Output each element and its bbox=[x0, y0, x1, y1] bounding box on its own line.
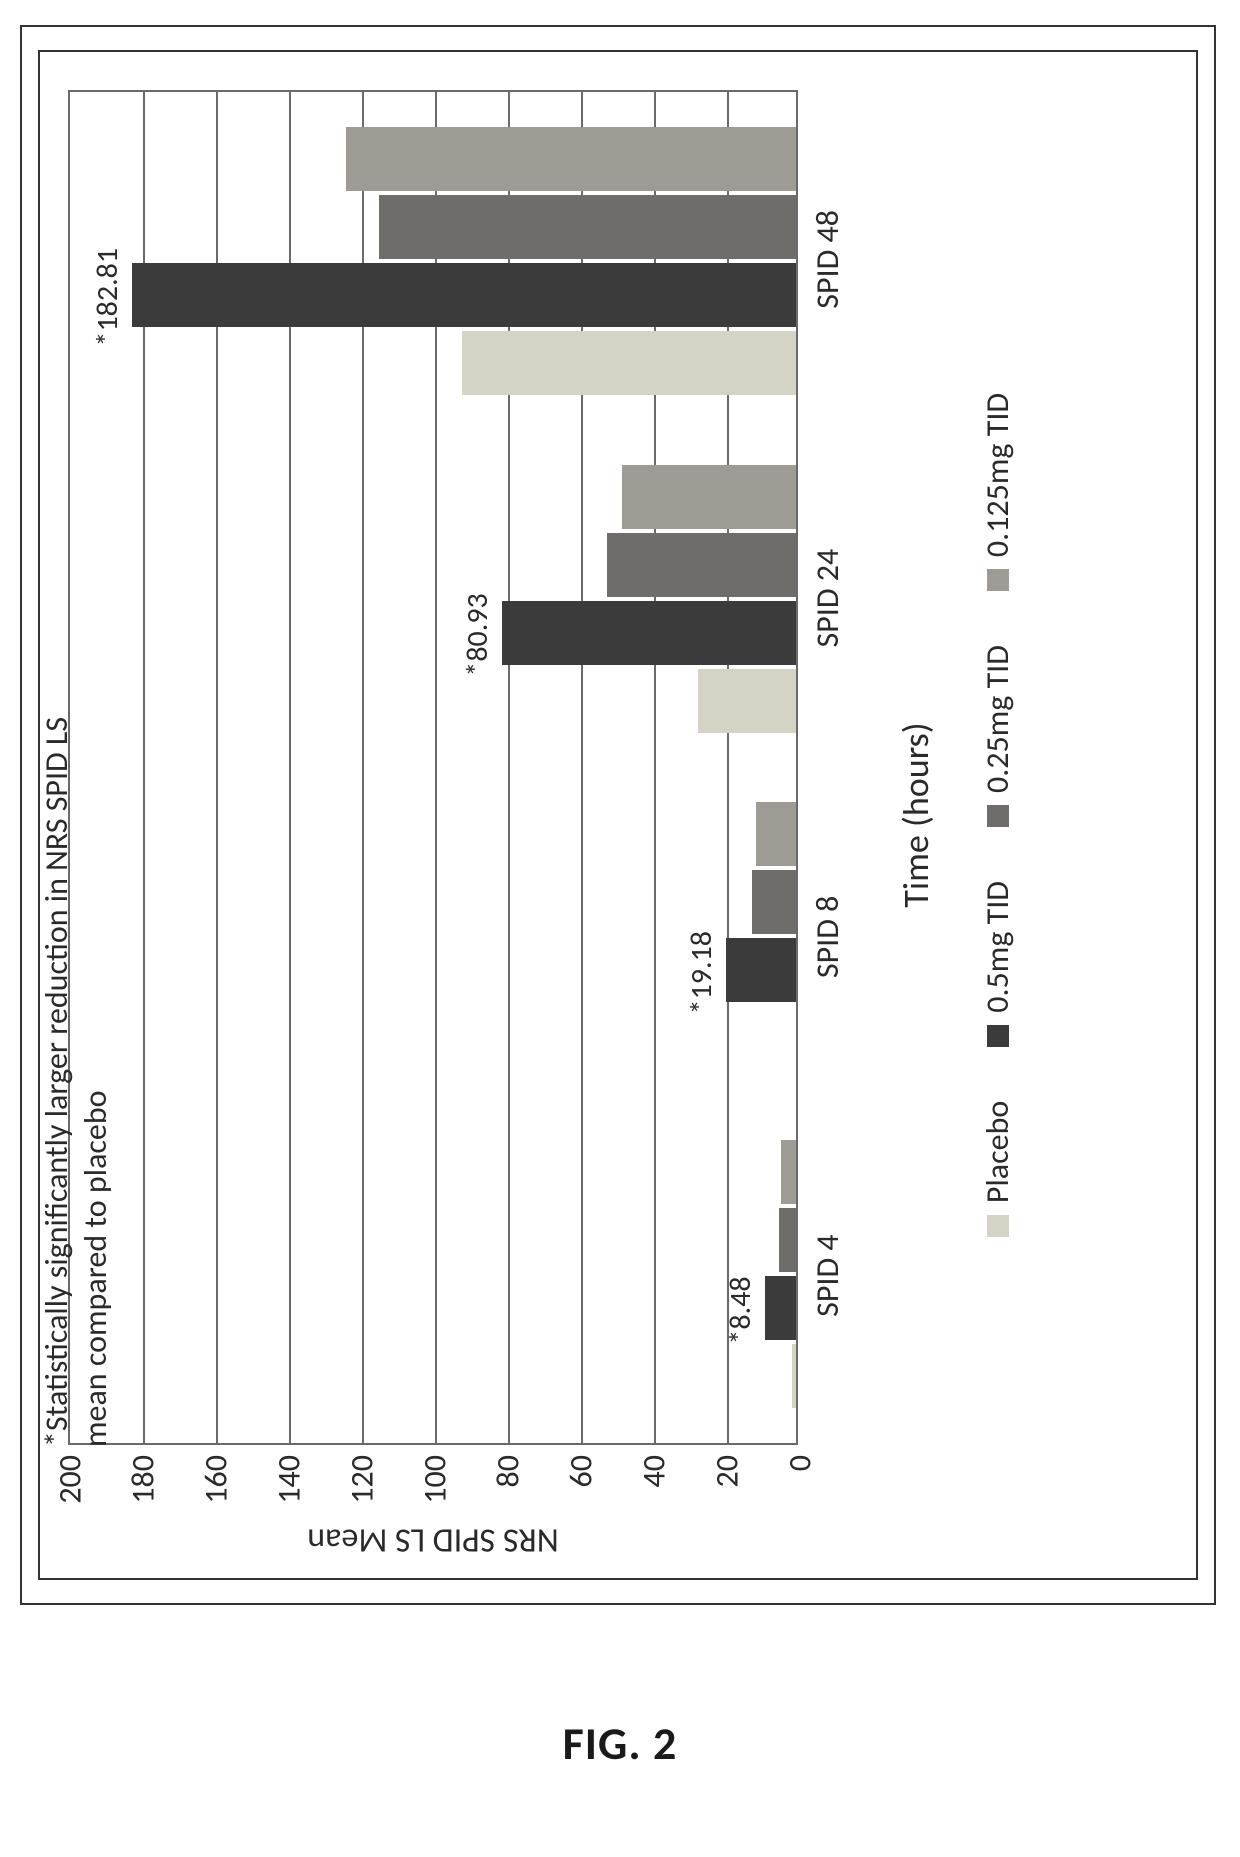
x-tick-label: SPID 8 bbox=[798, 768, 848, 1107]
legend-swatch bbox=[987, 1025, 1009, 1047]
figure-caption: FIG. 2 bbox=[0, 1716, 1240, 1772]
bar bbox=[379, 195, 796, 259]
y-tick-label: 100 bbox=[416, 1443, 455, 1504]
legend-swatch bbox=[987, 569, 1009, 591]
bar bbox=[781, 1140, 796, 1204]
figure-panel: 0 20 40 60 80 100 120 140 160 180 200 *8.48 *19.18 *8… bbox=[20, 25, 1216, 1605]
y-tick-label: 180 bbox=[124, 1443, 163, 1504]
value-label: *182.81 bbox=[89, 248, 126, 347]
legend-label: Placebo bbox=[978, 1101, 1017, 1203]
page: 0 20 40 60 80 100 120 140 160 180 200 *8.48 *19.18 *8… bbox=[0, 0, 1240, 1857]
bar bbox=[622, 465, 796, 529]
y-axis-title: NRS SPID LS Mean bbox=[307, 1520, 558, 1561]
bar-group bbox=[70, 1105, 796, 1443]
bar bbox=[698, 669, 796, 733]
chart-frame: 0 20 40 60 80 100 120 140 160 180 200 *8.48 *19.18 *8… bbox=[38, 50, 1198, 1580]
value-label: *8.48 bbox=[722, 1276, 759, 1344]
chart-rotator: 0 20 40 60 80 100 120 140 160 180 200 *8.48 *19.18 *8… bbox=[38, 50, 1198, 1580]
x-tick-label: SPID 24 bbox=[798, 429, 848, 768]
bar bbox=[726, 938, 796, 1002]
y-tick-label: 20 bbox=[708, 1443, 747, 1487]
bar-groups bbox=[70, 92, 796, 1443]
y-tick-label: 80 bbox=[489, 1443, 528, 1487]
bar bbox=[765, 1276, 796, 1340]
legend-label: 0.5mg TID bbox=[978, 881, 1017, 1013]
legend-swatch bbox=[987, 1215, 1009, 1237]
legend-item: 0.5mg TID bbox=[978, 881, 1017, 1047]
y-tick-label: 120 bbox=[343, 1443, 382, 1504]
bar bbox=[779, 1208, 796, 1272]
bar bbox=[792, 1344, 796, 1408]
footnote: *Statistically significantly larger redu… bbox=[37, 687, 115, 1447]
y-tick-label: 0 bbox=[781, 1443, 820, 1471]
legend-item: 0.25mg TID bbox=[978, 645, 1017, 827]
legend-item: Placebo bbox=[978, 1101, 1017, 1237]
bar bbox=[346, 127, 796, 191]
value-label: *80.93 bbox=[459, 593, 496, 676]
legend-item: 0.125mg TID bbox=[978, 393, 1017, 591]
x-axis-title: Time (hours) bbox=[848, 80, 946, 1550]
bar bbox=[462, 331, 796, 395]
bar bbox=[607, 533, 796, 597]
y-tick-label: 60 bbox=[562, 1443, 601, 1487]
x-axis-labels: SPID 4SPID 8SPID 24SPID 48 bbox=[798, 90, 848, 1445]
y-tick-label: 40 bbox=[635, 1443, 674, 1487]
bar-group bbox=[70, 430, 796, 768]
plot-wrap: 020406080100120140160180200*8.48*19.18*8… bbox=[68, 90, 798, 1445]
bar bbox=[752, 870, 796, 934]
y-tick-label: 160 bbox=[197, 1443, 236, 1504]
y-tick-label: 200 bbox=[51, 1443, 90, 1504]
y-tick-label: 140 bbox=[270, 1443, 309, 1504]
plot-area: 020406080100120140160180200*8.48*19.18*8… bbox=[68, 90, 798, 1445]
x-tick-label: SPID 4 bbox=[798, 1106, 848, 1445]
bar bbox=[502, 601, 796, 665]
legend-label: 0.125mg TID bbox=[978, 393, 1017, 557]
x-tick-label: SPID 48 bbox=[798, 90, 848, 429]
bar bbox=[756, 802, 796, 866]
legend-label: 0.25mg TID bbox=[978, 645, 1017, 793]
legend-swatch bbox=[987, 805, 1009, 827]
bar-group bbox=[70, 92, 796, 430]
bar bbox=[132, 263, 796, 327]
legend: Placebo 0.5mg TID 0.25mg TID 0.125mg TID bbox=[946, 80, 1017, 1550]
value-label: *19.18 bbox=[683, 931, 720, 1014]
